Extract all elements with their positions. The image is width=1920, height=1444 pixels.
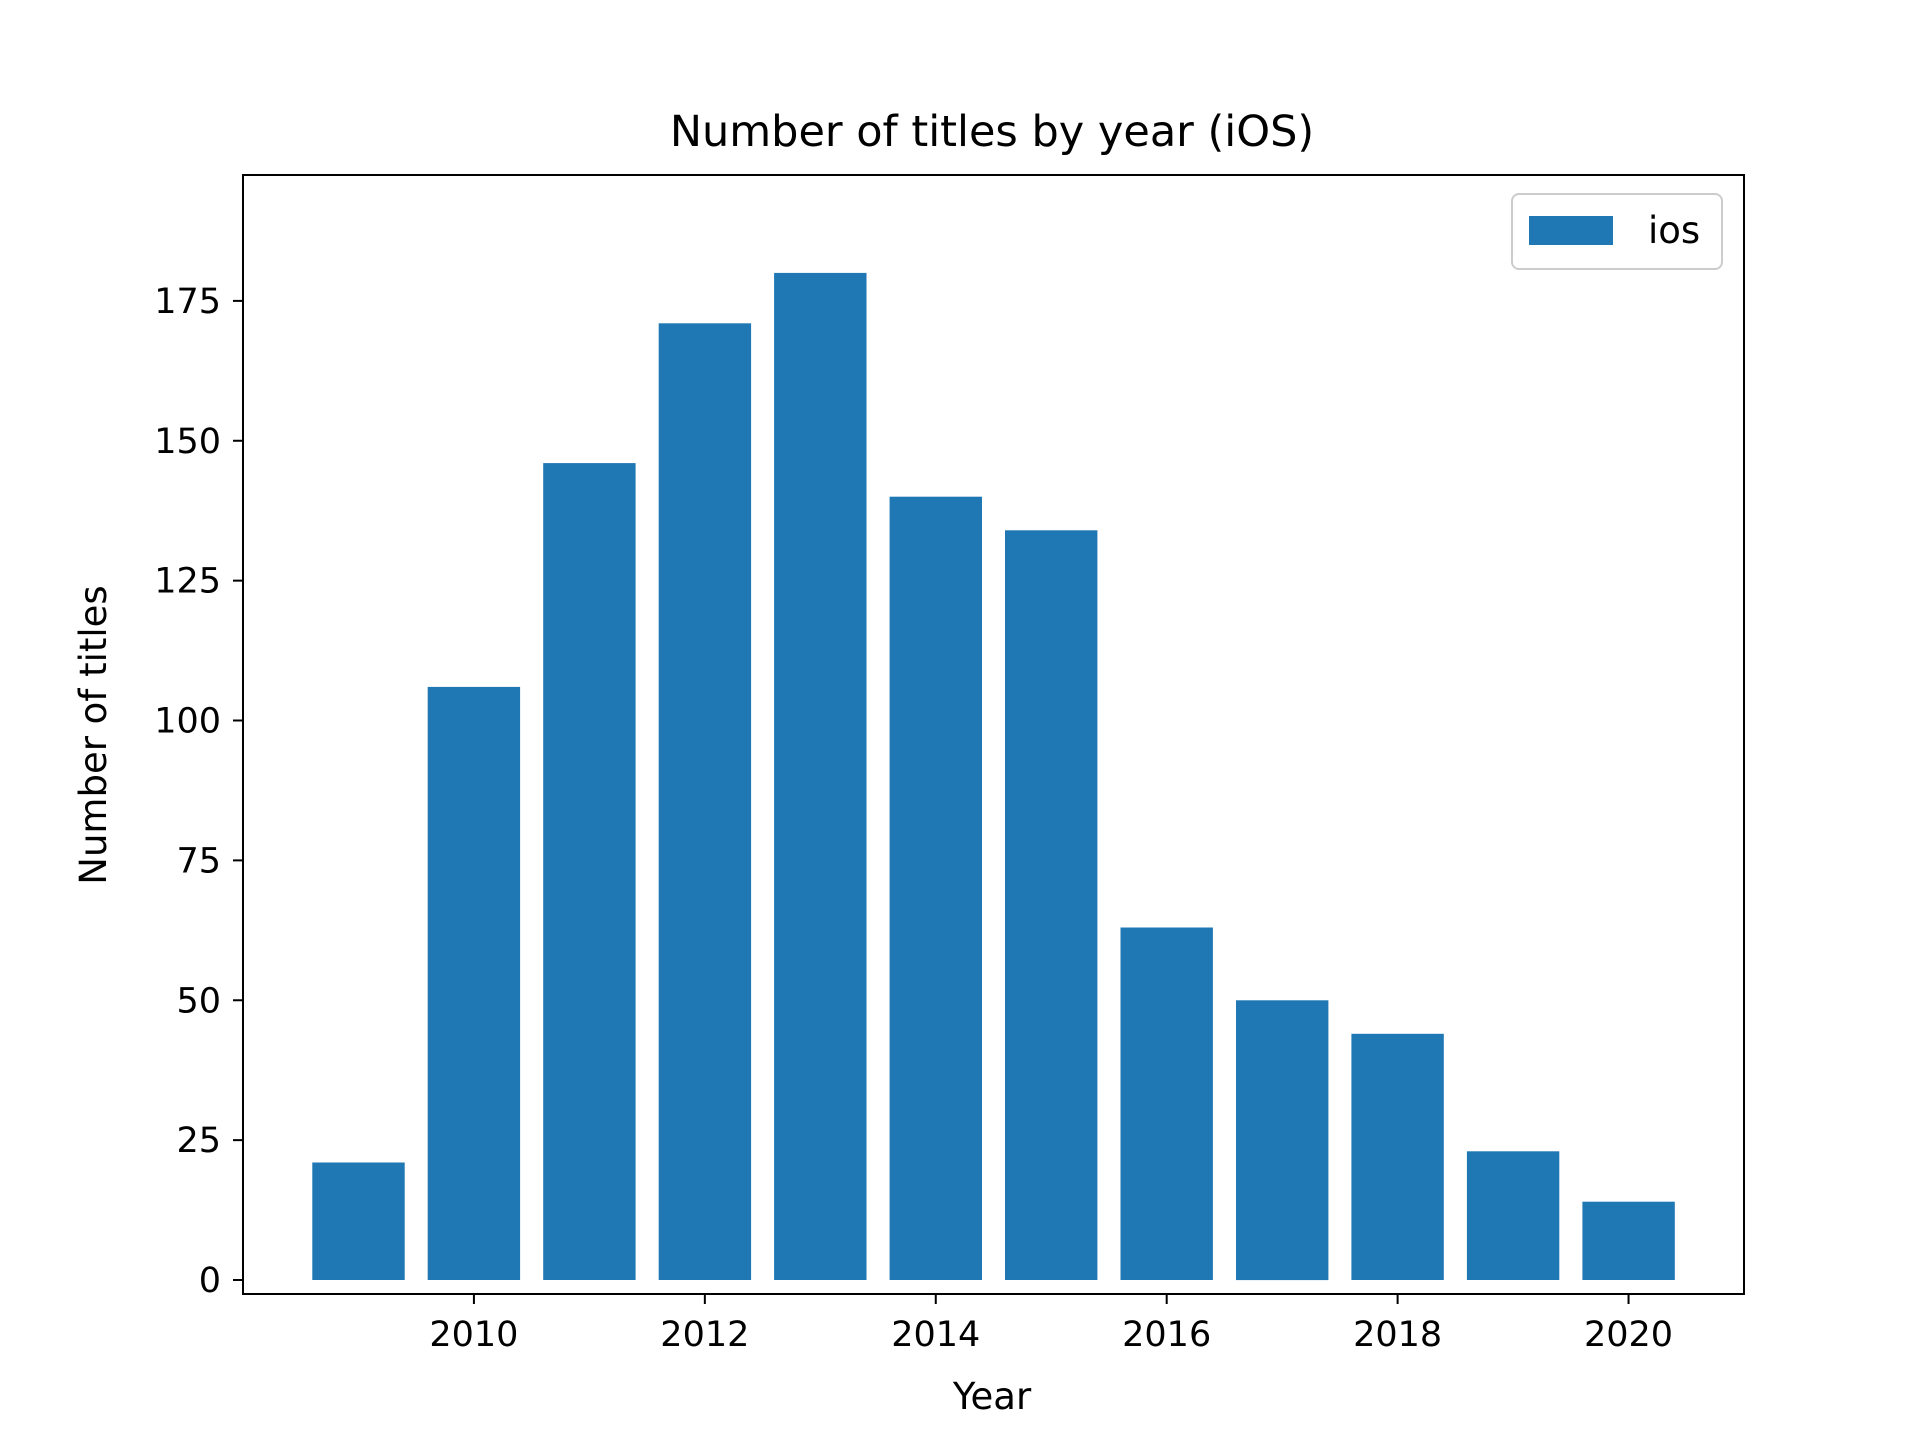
bar-2012 <box>658 323 752 1280</box>
chart-title: Number of titles by year (iOS) <box>670 107 1314 157</box>
x-tick-label: 2016 <box>1122 1315 1211 1355</box>
x-tick-label: 2020 <box>1584 1315 1673 1355</box>
legend: ios <box>1511 193 1723 270</box>
bar-2017 <box>1236 1000 1329 1281</box>
legend-frame <box>1511 193 1723 270</box>
y-axis-ticks: 0 25 50 75 100 125 150 175 <box>154 282 243 1301</box>
bar-2009 <box>312 1162 405 1280</box>
x-tick-label: 2010 <box>429 1315 518 1355</box>
bar-2016 <box>1120 927 1213 1280</box>
y-tick-label: 75 <box>176 841 221 881</box>
y-tick-label: 175 <box>154 282 221 322</box>
bar-2014 <box>889 496 982 1280</box>
x-axis-label: Year <box>952 1375 1032 1418</box>
y-axis-label: Number of titles <box>72 585 115 884</box>
legend-label-ios: ios <box>1648 209 1700 252</box>
x-axis-ticks: 2010 2012 2014 2016 2018 2020 <box>429 1294 1673 1355</box>
y-tick-label: 25 <box>176 1121 221 1161</box>
legend-swatch-ios <box>1529 216 1613 245</box>
bar-2015 <box>1005 530 1098 1280</box>
bar-2019 <box>1466 1151 1560 1280</box>
bar-2013 <box>774 272 867 1280</box>
bar-2018 <box>1351 1033 1444 1280</box>
y-tick-label: 0 <box>199 1261 221 1301</box>
plot-area-frame <box>242 174 1745 1295</box>
bar-2010 <box>427 686 521 1280</box>
x-tick-label: 2018 <box>1353 1315 1442 1355</box>
bar-2020 <box>1582 1201 1675 1280</box>
y-tick-label: 50 <box>176 981 221 1021</box>
y-tick-label: 125 <box>154 562 221 602</box>
bar-2011 <box>543 463 636 1281</box>
x-tick-label: 2012 <box>660 1315 749 1355</box>
bars-group <box>312 272 1675 1281</box>
x-tick-label: 2014 <box>891 1315 980 1355</box>
y-tick-label: 150 <box>154 422 221 462</box>
y-tick-label: 100 <box>154 702 221 742</box>
